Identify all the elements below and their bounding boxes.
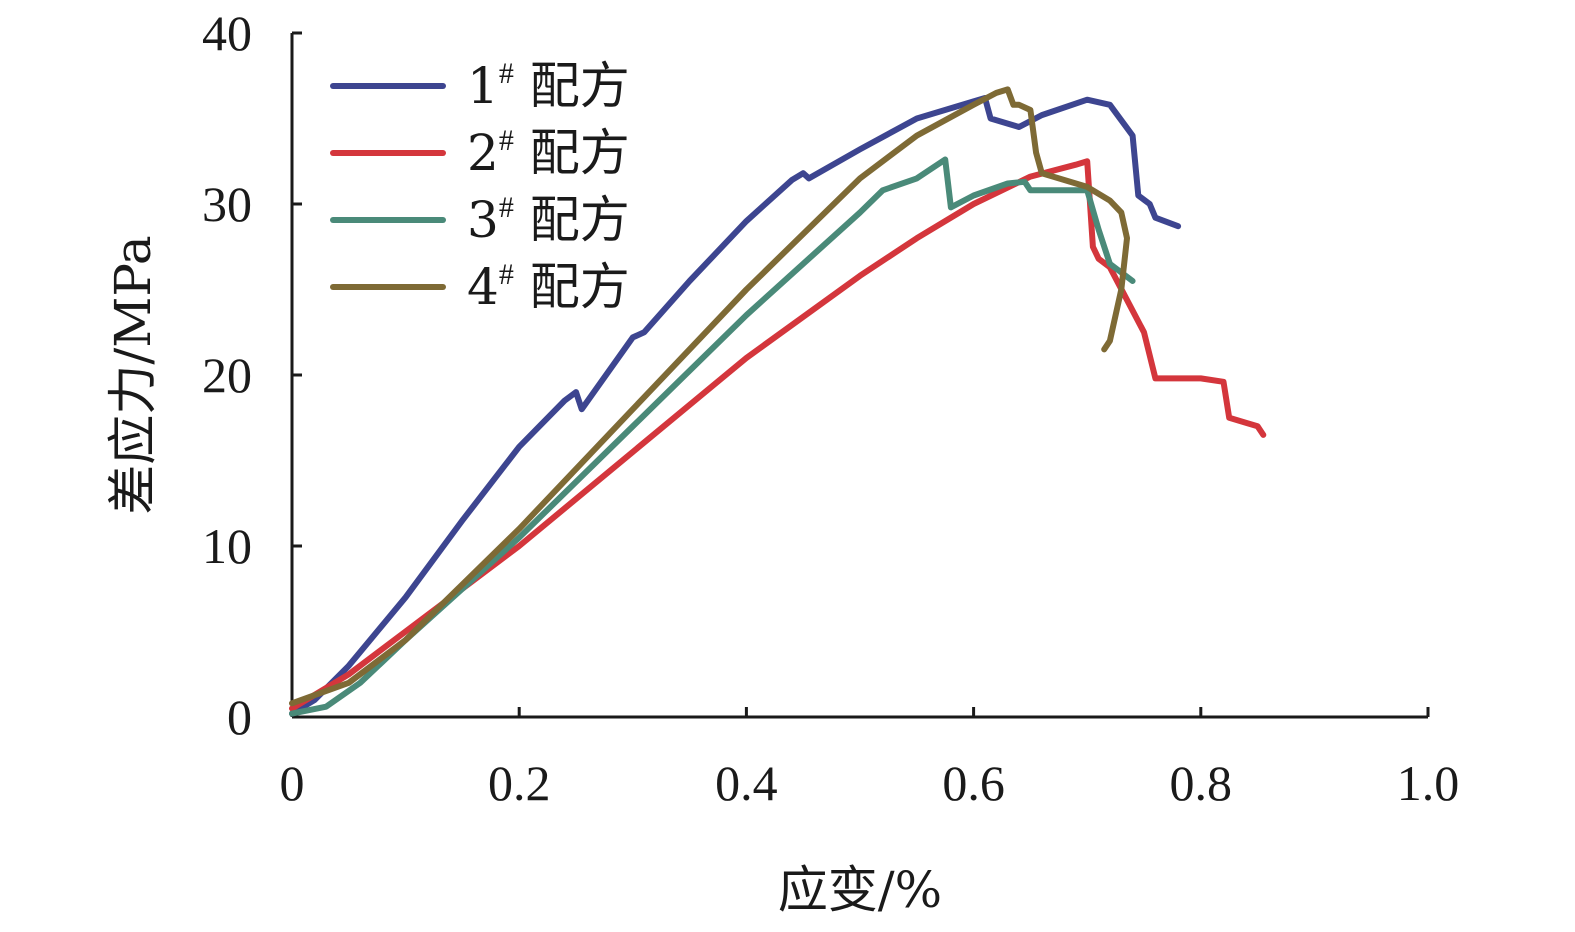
y-tick-label: 0 — [227, 689, 252, 745]
x-axis-title: 应变/% — [778, 861, 942, 919]
x-tick-label: 0 — [280, 755, 305, 811]
legend-label-number: 2 — [467, 124, 499, 182]
legend-label-superscript: # — [499, 124, 514, 157]
legend-label-text: 配方 — [514, 191, 630, 249]
legend-label-text: 配方 — [514, 124, 630, 182]
x-tick-label: 0.8 — [1170, 755, 1233, 811]
series-1-line — [289, 95, 1182, 717]
x-tick-label: 1.0 — [1397, 755, 1460, 811]
legend-label-number: 4 — [467, 258, 499, 316]
legend-label-superscript: # — [499, 57, 514, 90]
x-tick-label: 0.6 — [942, 755, 1005, 811]
y-tick-label: 20 — [202, 347, 252, 403]
legend-label-3: 3# 配方 — [467, 191, 630, 249]
axes — [290, 33, 1428, 719]
y-axis-title: 差应力/MPa — [104, 235, 162, 514]
y-tick-label: 30 — [202, 176, 252, 232]
series-4-line — [289, 86, 1130, 707]
legend: 1# 配方2# 配方3# 配方4# 配方 — [330, 57, 630, 316]
x-tick-label: 0.2 — [488, 755, 551, 811]
series-2-line — [289, 158, 1267, 712]
legend-label-text: 配方 — [514, 258, 630, 316]
y-tick-label: 40 — [202, 5, 252, 61]
legend-label-2: 2# 配方 — [467, 124, 630, 182]
ticks: 0 0.2 0.4 0.6 0.8 1.0 0 10 20 30 40 — [202, 5, 1459, 811]
legend-label-number: 1 — [467, 57, 499, 115]
series-group — [289, 86, 1267, 717]
y-tick-label: 10 — [202, 518, 252, 574]
legend-label-superscript: # — [499, 191, 514, 224]
legend-label-text: 配方 — [514, 57, 630, 115]
legend-label-superscript: # — [499, 258, 514, 291]
legend-label-1: 1# 配方 — [467, 57, 630, 115]
legend-label-4: 4# 配方 — [467, 258, 630, 316]
legend-label-number: 3 — [467, 191, 499, 249]
x-tick-label: 0.4 — [715, 755, 778, 811]
